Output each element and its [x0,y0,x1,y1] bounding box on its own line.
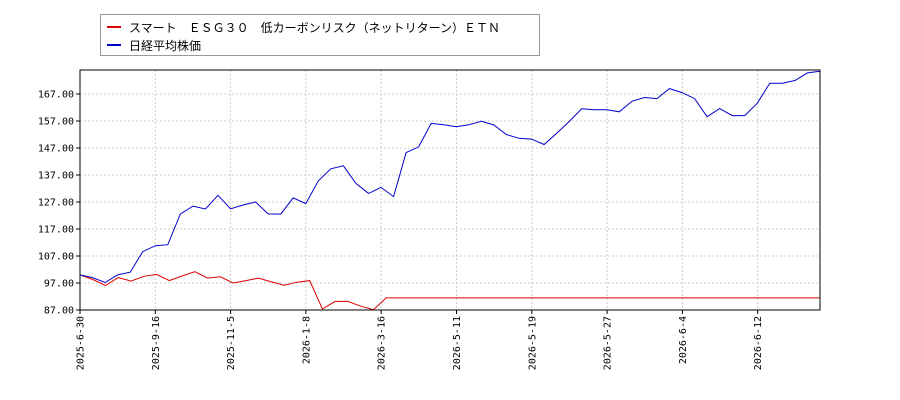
legend-item-etn: スマート ＥＳＧ３０ 低カーボンリスク（ネットリターン）ＥＴＮ [107,18,500,36]
grid [79,70,820,311]
x-tick-label: 2026-3-16 [377,316,388,370]
legend-label-nikkei: 日経平均株価 [129,38,202,53]
y-tick-label: 157.00 [38,117,74,128]
plot-border [79,69,821,311]
legend: スマート ＥＳＧ３０ 低カーボンリスク（ネットリターン）ＥＴＮ 日経平均株価 [100,14,540,56]
x-tick-label: 2025-11-5 [226,316,237,370]
y-axis-ticks: 87.00 97.00 107.00 117.00 127.00 137.00 147.00… [38,90,80,317]
x-tick-label: 2026-1-8 [301,316,312,364]
x-tick-label: 2025-9-16 [151,316,162,370]
legend-label-etn: スマート ＥＳＧ３０ 低カーボンリスク（ネットリターン）ＥＴＮ [129,20,501,35]
y-tick-label: 147.00 [38,144,74,155]
legend-swatch-red-icon [107,26,121,28]
x-tick-label: 2026-5-27 [603,316,614,370]
series-lines [79,70,821,311]
x-tick-label: 2026-5-19 [527,316,538,370]
y-tick-label: 167.00 [38,90,74,101]
y-tick-label: 127.00 [38,198,74,209]
x-tick-label: 2026-5-11 [452,316,463,370]
x-tick-label: 2025-6-30 [76,316,87,370]
y-tick-label: 137.00 [38,171,74,182]
legend-swatch-blue-icon [107,44,121,46]
x-tick-label: 2026-6-4 [678,316,689,364]
legend-item-nikkei: 日経平均株価 [107,36,201,54]
series-line-1 [79,70,821,284]
y-tick-label: 117.00 [38,225,74,236]
plot-area [80,70,820,310]
series-line-0 [79,271,820,311]
y-tick-label: 97.00 [44,279,74,290]
y-tick-label: 87.00 [44,306,74,317]
x-axis-ticks: 2025-6-30 2025-9-16 2025-11-5 2026-1-8 2026-… [76,310,764,370]
y-tick-label: 107.00 [38,252,74,263]
x-tick-label: 2026-6-12 [753,316,764,370]
